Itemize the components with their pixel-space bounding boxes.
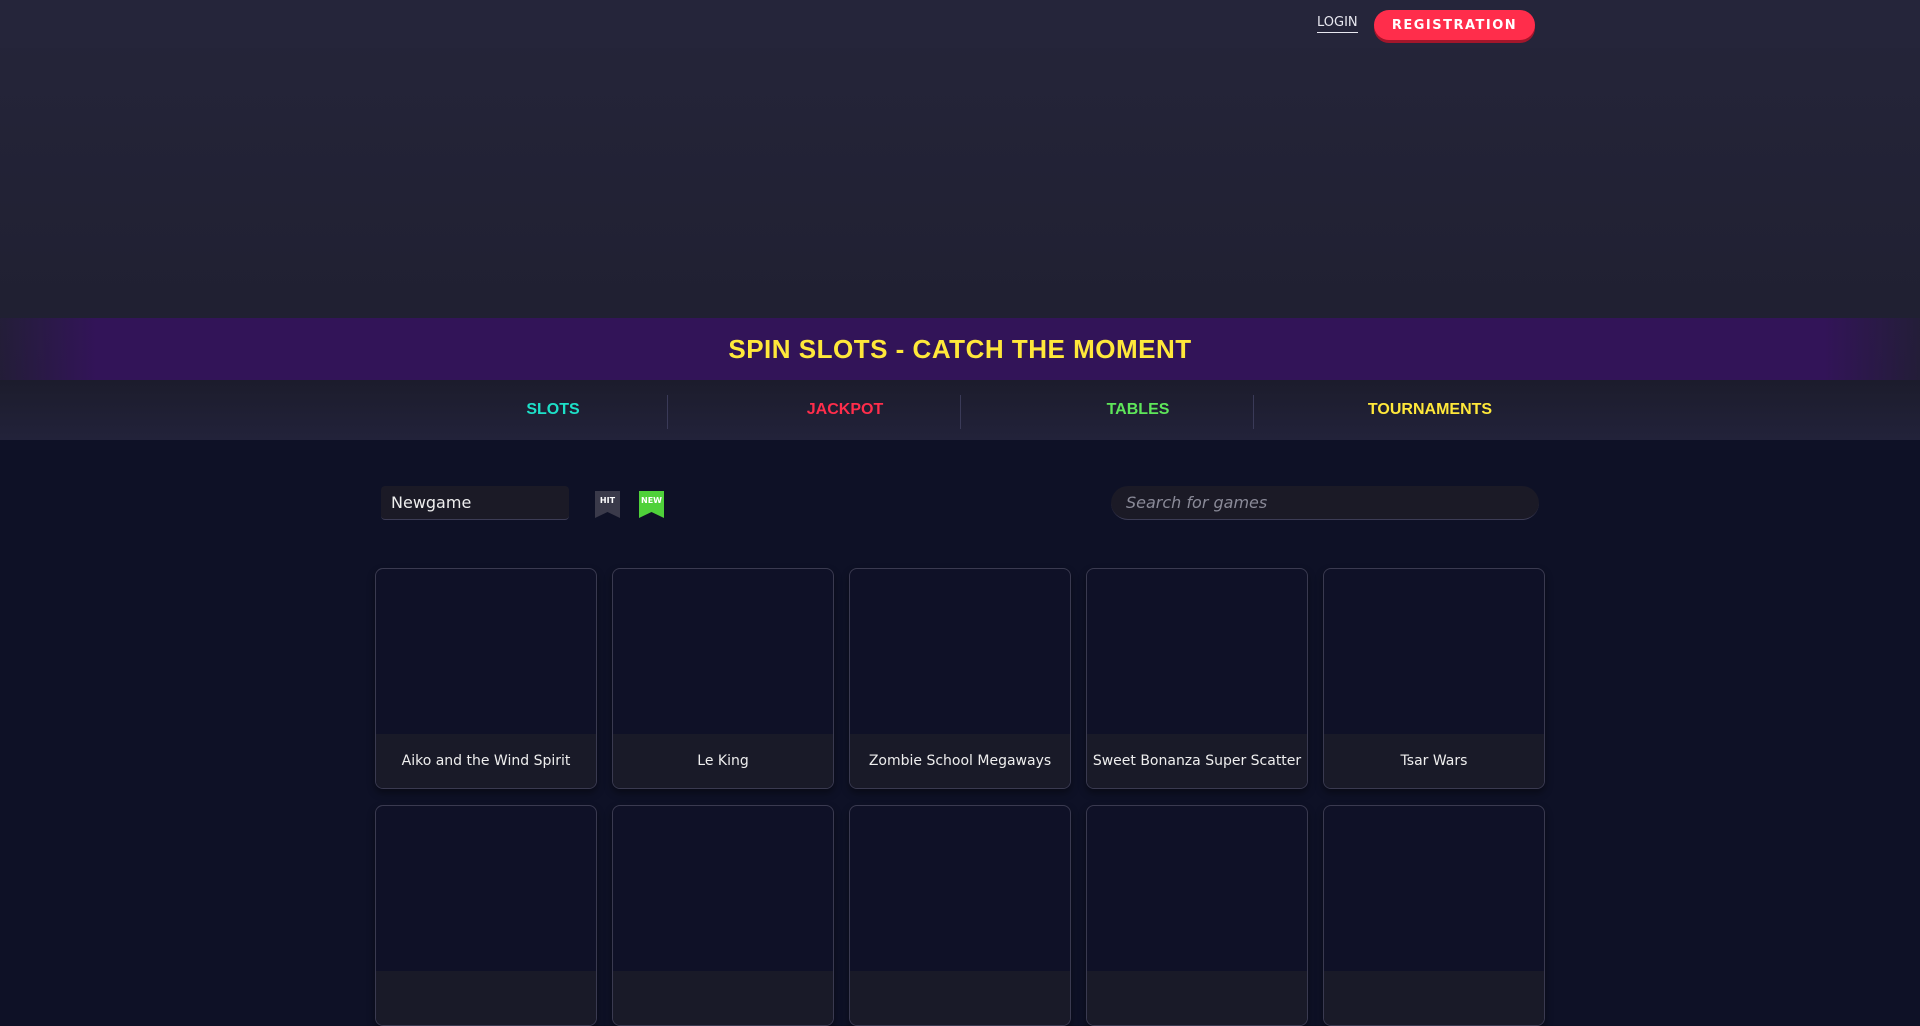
tab-slots[interactable]: SLOTS — [526, 401, 580, 418]
game-title: Le King — [613, 734, 833, 788]
game-title: Zombie School Megaways — [850, 734, 1070, 788]
hit-filter-badge[interactable]: HIT — [595, 491, 620, 518]
hero-banner — [0, 0, 1920, 380]
game-title: Aiko and the Wind Spirit — [376, 734, 596, 788]
game-card[interactable]: Le King — [612, 568, 834, 789]
header: LOGIN REGISTRATION — [0, 0, 1920, 48]
sort-select[interactable]: Newgame — [381, 486, 569, 520]
category-nav: SLOTS JACKPOT TABLES TOURNAMENTS — [0, 380, 1920, 440]
game-card[interactable]: Zombie School Megaways — [849, 568, 1071, 789]
tab-tables[interactable]: TABLES — [1106, 401, 1170, 418]
game-title: Sweet Bonanza Super Scatter — [1087, 734, 1307, 788]
game-card[interactable] — [1086, 805, 1308, 1026]
login-link[interactable]: LOGIN — [1317, 15, 1358, 33]
registration-button[interactable]: REGISTRATION — [1374, 10, 1535, 40]
game-card[interactable] — [375, 805, 597, 1026]
promo-band: SPIN SLOTS - CATCH THE MOMENT — [0, 318, 1920, 380]
game-title — [1087, 971, 1307, 1025]
game-card[interactable]: Tsar Wars — [1323, 568, 1545, 789]
game-title — [1324, 971, 1544, 1025]
divider — [960, 395, 961, 429]
game-title — [613, 971, 833, 1025]
divider — [1253, 395, 1254, 429]
search-input[interactable] — [1111, 486, 1539, 520]
game-card[interactable] — [612, 805, 834, 1026]
divider — [667, 395, 668, 429]
game-title — [850, 971, 1070, 1025]
game-card[interactable] — [849, 805, 1071, 1026]
game-title — [376, 971, 596, 1025]
tab-jackpot[interactable]: JACKPOT — [806, 401, 884, 418]
page-title: SPIN SLOTS - CATCH THE MOMENT — [728, 334, 1192, 364]
game-card[interactable] — [1323, 805, 1545, 1026]
tab-tournaments[interactable]: TOURNAMENTS — [1367, 401, 1493, 418]
game-card[interactable]: Aiko and the Wind Spirit — [375, 568, 597, 789]
new-filter-badge[interactable]: NEW — [639, 491, 664, 518]
game-title: Tsar Wars — [1324, 734, 1544, 788]
game-card[interactable]: Sweet Bonanza Super Scatter — [1086, 568, 1308, 789]
